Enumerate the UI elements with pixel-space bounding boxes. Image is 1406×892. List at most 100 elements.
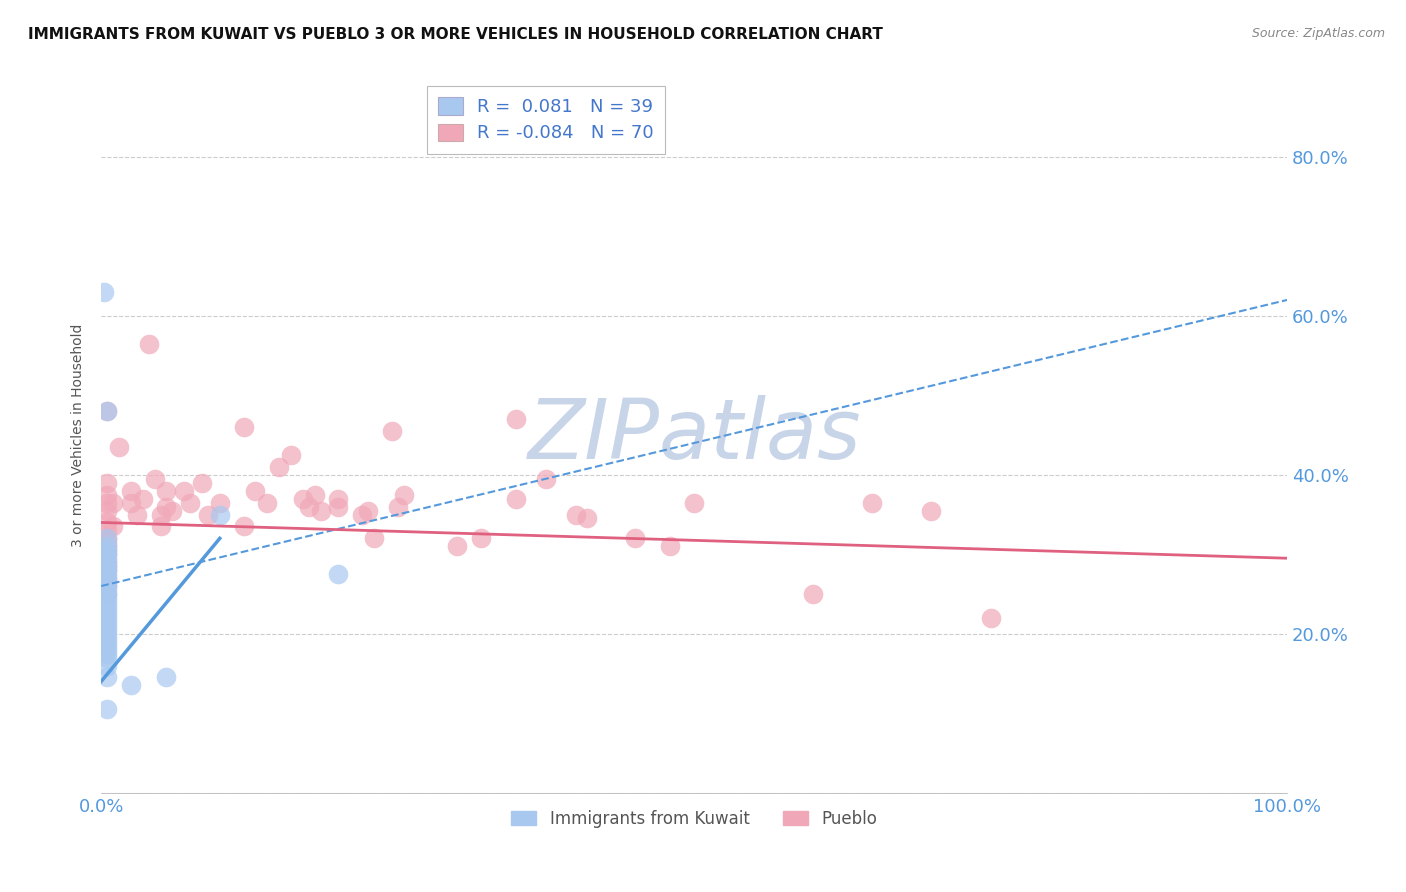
Point xyxy=(381,424,404,438)
Point xyxy=(96,555,118,569)
Point xyxy=(138,336,160,351)
Point xyxy=(132,491,155,506)
Point xyxy=(96,658,118,673)
Point xyxy=(96,547,118,561)
Point xyxy=(256,495,278,509)
Point xyxy=(96,591,118,605)
Point xyxy=(197,508,219,522)
Point xyxy=(96,567,118,582)
Point xyxy=(93,285,115,299)
Point xyxy=(120,678,142,692)
Point xyxy=(576,511,599,525)
Point xyxy=(96,607,118,621)
Point xyxy=(96,634,118,648)
Point xyxy=(96,571,118,585)
Point xyxy=(96,611,118,625)
Point xyxy=(363,532,385,546)
Point xyxy=(304,488,326,502)
Point xyxy=(505,491,527,506)
Point xyxy=(659,539,682,553)
Point xyxy=(96,587,118,601)
Legend: Immigrants from Kuwait, Pueblo: Immigrants from Kuwait, Pueblo xyxy=(505,803,884,834)
Point xyxy=(534,472,557,486)
Point xyxy=(920,503,942,517)
Point xyxy=(96,516,118,530)
Point xyxy=(298,500,321,514)
Point xyxy=(96,524,118,538)
Point xyxy=(155,500,177,514)
Point xyxy=(96,647,118,661)
Point xyxy=(96,495,118,509)
Text: Source: ZipAtlas.com: Source: ZipAtlas.com xyxy=(1251,27,1385,40)
Point xyxy=(96,563,118,577)
Point xyxy=(208,495,231,509)
Point xyxy=(96,539,118,553)
Point xyxy=(96,650,118,665)
Point xyxy=(96,631,118,645)
Point xyxy=(173,483,195,498)
Point xyxy=(392,488,415,502)
Point xyxy=(96,670,118,684)
Point xyxy=(96,599,118,613)
Point xyxy=(387,500,409,514)
Point xyxy=(328,567,350,582)
Point xyxy=(328,491,350,506)
Point xyxy=(96,615,118,629)
Point xyxy=(96,543,118,558)
Point xyxy=(101,519,124,533)
Point xyxy=(96,571,118,585)
Point xyxy=(96,575,118,590)
Point xyxy=(96,595,118,609)
Point xyxy=(96,532,118,546)
Point xyxy=(96,532,118,546)
Point xyxy=(446,539,468,553)
Point xyxy=(232,519,254,533)
Point xyxy=(179,495,201,509)
Point xyxy=(155,670,177,684)
Point xyxy=(683,495,706,509)
Point xyxy=(162,503,184,517)
Point xyxy=(96,559,118,574)
Point xyxy=(245,483,267,498)
Point xyxy=(96,404,118,418)
Point xyxy=(96,404,118,418)
Point xyxy=(96,475,118,490)
Point xyxy=(980,611,1002,625)
Point xyxy=(309,503,332,517)
Point xyxy=(120,495,142,509)
Point xyxy=(96,626,118,640)
Point xyxy=(96,547,118,561)
Point xyxy=(96,642,118,657)
Point xyxy=(860,495,883,509)
Text: IMMIGRANTS FROM KUWAIT VS PUEBLO 3 OR MORE VEHICLES IN HOUSEHOLD CORRELATION CHA: IMMIGRANTS FROM KUWAIT VS PUEBLO 3 OR MO… xyxy=(28,27,883,42)
Point xyxy=(143,472,166,486)
Point xyxy=(96,555,118,569)
Point xyxy=(96,582,118,597)
Point xyxy=(96,579,118,593)
Point xyxy=(149,508,172,522)
Point xyxy=(155,483,177,498)
Point xyxy=(96,587,118,601)
Point xyxy=(96,639,118,653)
Point xyxy=(96,539,118,553)
Point xyxy=(352,508,374,522)
Point xyxy=(269,459,291,474)
Point xyxy=(280,448,302,462)
Point xyxy=(96,503,118,517)
Point xyxy=(101,495,124,509)
Point xyxy=(96,551,118,566)
Point xyxy=(125,508,148,522)
Text: ZIPatlas: ZIPatlas xyxy=(527,394,860,475)
Point xyxy=(232,420,254,434)
Point xyxy=(470,532,492,546)
Point xyxy=(96,619,118,633)
Point xyxy=(357,503,380,517)
Point xyxy=(191,475,214,490)
Point xyxy=(96,603,118,617)
Point xyxy=(801,587,824,601)
Point xyxy=(96,559,118,574)
Point xyxy=(208,508,231,522)
Point xyxy=(564,508,586,522)
Point xyxy=(96,623,118,637)
Point xyxy=(96,535,118,549)
